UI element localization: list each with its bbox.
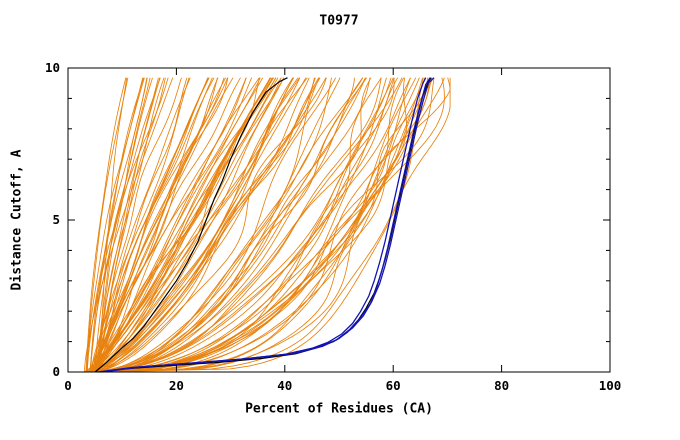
model-curve-orange [87,77,367,373]
y-tick-label: 10 [45,60,60,75]
chart-title: T0977 [319,13,359,29]
x-tick-label: 20 [169,378,184,393]
model-curve-orange [91,77,327,373]
model-curve-orange [85,77,387,373]
model-curve-orange [98,77,327,373]
model-curve-orange [85,77,366,373]
model-curve-orange [97,77,151,373]
model-curve-orange [93,77,451,373]
model-curve-orange [97,77,227,373]
model-curve-orange [99,77,128,372]
model-curve-orange [98,77,429,373]
model-curve-orange [92,77,234,373]
x-tick-label: 100 [599,378,622,393]
model-curve-orange [96,77,320,373]
model-curve-orange [88,77,399,373]
y-tick-label: 5 [52,212,60,227]
model-curve-orange [89,77,294,373]
model-curve-orange [93,77,394,373]
model-curve-orange [89,77,247,373]
model-curve-orange [92,77,294,373]
model-curve-orange [87,77,420,373]
model-curve-orange [84,77,382,373]
x-tick-label: 40 [277,378,292,393]
model-curve-orange [94,77,417,373]
model-curve-orange [87,77,282,373]
y-tick-label: 0 [52,364,60,379]
x-axis-label: Percent of Residues (CA) [245,401,433,417]
model-curve-orange [85,77,127,373]
model-curve-orange [86,77,129,372]
model-curve-orange [89,77,209,373]
x-tick-label: 0 [64,378,72,393]
model-curve-orange [86,77,308,373]
model-curve-orange [90,77,144,373]
model-curve-orange [88,77,392,373]
model-curve-orange [90,77,228,373]
x-tick-label: 80 [494,378,509,393]
model-curve-orange [86,77,161,372]
model-curve-orange [90,77,411,373]
model-curve-orange [90,77,371,373]
model-curve-blue-model-3 [100,77,431,373]
model-curve-orange [84,77,316,373]
model-curve-orange [87,77,274,373]
model-curve-orange [91,77,301,373]
model-curve-orange [97,77,165,373]
model-curve-black-model-a [94,77,288,373]
model-curve-orange [95,77,332,373]
model-curve-orange [96,77,424,373]
model-curve-orange [98,77,188,373]
x-tick-label: 60 [386,378,401,393]
model-curve-orange [93,77,445,373]
model-curve-orange [97,77,315,373]
model-curve-orange [99,77,341,373]
model-curve-orange [90,77,355,373]
model-curve-orange [89,77,213,373]
model-curve-orange [89,77,430,373]
model-curve-orange [94,77,279,373]
model-curve-orange [96,77,229,373]
model-curve-orange [98,77,148,372]
model-curve-orange [88,77,435,373]
model-curve-orange [97,77,299,373]
model-curve-orange [91,77,307,373]
model-curve-orange [94,77,337,373]
y-axis-label: Distance Cutoff, A [9,149,25,291]
model-curve-orange [85,77,411,373]
model-curve-orange [95,77,191,373]
model-curve-orange [94,77,273,373]
curves-layer [83,77,451,373]
model-curve-orange [89,77,408,373]
model-curve-orange [88,77,364,373]
model-curve-orange [89,77,395,373]
model-curve-orange [91,77,210,373]
